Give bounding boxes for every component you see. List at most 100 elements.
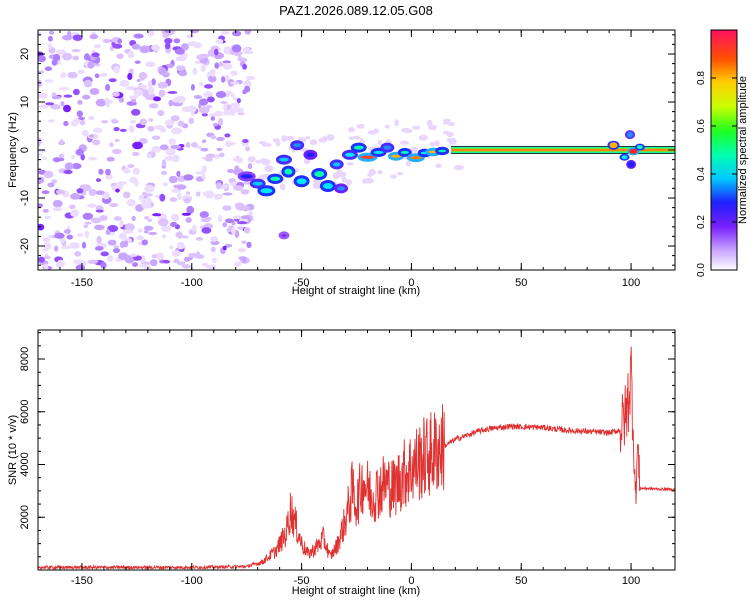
snr-series-line bbox=[38, 346, 675, 570]
noise-blob bbox=[234, 165, 240, 172]
noise-blob bbox=[75, 148, 84, 156]
noise-blob bbox=[138, 194, 144, 202]
signal-halo bbox=[368, 168, 376, 176]
noise-blob bbox=[119, 232, 127, 240]
noise-blob bbox=[224, 243, 233, 248]
noise-blob bbox=[196, 251, 200, 257]
noise-blob bbox=[119, 128, 127, 132]
signal-halo bbox=[447, 122, 455, 127]
noise-blob bbox=[76, 110, 84, 118]
noise-blob bbox=[233, 97, 239, 101]
noise-blob bbox=[195, 237, 203, 241]
noise-blob bbox=[230, 70, 238, 76]
noise-blob bbox=[201, 139, 207, 144]
noise-blob bbox=[152, 213, 162, 217]
noise-blob bbox=[105, 168, 111, 176]
noise-blob bbox=[200, 147, 209, 152]
noise-blob bbox=[203, 91, 214, 98]
x-tick-label: -50 bbox=[294, 277, 310, 289]
noise-blob bbox=[82, 94, 91, 100]
noise-blob bbox=[236, 221, 247, 225]
noise-blob bbox=[127, 50, 135, 59]
noise-blob bbox=[231, 44, 242, 53]
spectrogram-y-axis-label: Frequency (Hz) bbox=[7, 112, 19, 188]
noise-blob bbox=[62, 34, 73, 41]
noise-blob bbox=[95, 190, 105, 196]
noise-blob bbox=[168, 138, 176, 146]
signal-halo bbox=[434, 140, 440, 147]
signal-halo bbox=[443, 121, 449, 125]
noise-blob bbox=[169, 221, 178, 227]
noise-blob bbox=[116, 53, 124, 60]
signal-blob-core bbox=[322, 183, 333, 189]
noise-blob bbox=[132, 262, 139, 267]
noise-blob bbox=[126, 86, 134, 91]
noise-blob bbox=[84, 221, 92, 225]
signal-halo bbox=[448, 137, 457, 145]
noise-blob bbox=[60, 101, 65, 107]
snr-y-axis: 2000 4000 6000 8000 bbox=[19, 332, 675, 571]
x-tick-label: -50 bbox=[294, 575, 310, 587]
disturbance-blob-core bbox=[627, 131, 633, 138]
noise-blob bbox=[115, 188, 120, 193]
noise-blob bbox=[119, 220, 124, 228]
noise-blob bbox=[44, 79, 54, 83]
noise-blob bbox=[177, 192, 182, 201]
noise-blob bbox=[82, 212, 94, 220]
noise-blob bbox=[38, 223, 45, 231]
signal-blob-core bbox=[438, 149, 447, 153]
noise-blob bbox=[193, 95, 202, 99]
y-tick-label: -10 bbox=[19, 190, 31, 206]
noise-blob bbox=[161, 159, 167, 167]
signal-halo bbox=[403, 129, 413, 133]
noise-blob bbox=[245, 75, 255, 81]
x-tick-label: 0 bbox=[408, 575, 414, 587]
noise-blob bbox=[151, 44, 161, 51]
noise-blob bbox=[175, 95, 186, 104]
noise-blob bbox=[200, 64, 206, 72]
signal-halo bbox=[281, 135, 288, 142]
y-tick-label: 0 bbox=[19, 147, 31, 153]
noise-blob bbox=[162, 234, 166, 239]
noise-blob bbox=[224, 133, 231, 138]
noise-blob bbox=[79, 119, 86, 126]
noise-blob bbox=[173, 38, 181, 44]
noise-blob bbox=[169, 197, 178, 202]
noise-blob bbox=[192, 67, 198, 75]
noise-blob bbox=[117, 38, 123, 44]
signal-blob-core bbox=[373, 150, 384, 154]
signal-blob-core bbox=[353, 145, 364, 150]
noise-blob bbox=[63, 169, 73, 175]
spectrogram-signal bbox=[237, 118, 675, 240]
noise-blob bbox=[68, 204, 76, 210]
colorbar-axis: 0.0 0.2 0.4 0.6 0.8 bbox=[696, 71, 737, 277]
signal-halo bbox=[405, 160, 411, 167]
noise-blob bbox=[190, 108, 195, 117]
noise-blob bbox=[95, 209, 104, 213]
signal-halo bbox=[341, 176, 347, 183]
noise-blob bbox=[185, 142, 191, 148]
noise-blob bbox=[151, 135, 161, 140]
signal-blob-core bbox=[252, 181, 263, 186]
noise-blob bbox=[213, 154, 221, 160]
noise-blob bbox=[89, 88, 100, 95]
noise-blob bbox=[104, 98, 110, 103]
noise-blob bbox=[198, 106, 210, 114]
noise-blob bbox=[212, 257, 217, 263]
noise-blob bbox=[165, 147, 176, 156]
snr-y-axis-label: SNR (10 * v/v) bbox=[7, 415, 19, 485]
noise-blob bbox=[169, 30, 176, 35]
noise-blob bbox=[201, 227, 212, 234]
noise-blob bbox=[198, 98, 209, 106]
noise-blob bbox=[113, 216, 122, 221]
y-tick-label: -20 bbox=[19, 238, 31, 254]
signal-halo bbox=[321, 136, 328, 143]
noise-blob bbox=[218, 152, 225, 158]
noise-blob bbox=[248, 211, 254, 216]
noise-blob bbox=[122, 168, 131, 174]
noise-blob bbox=[141, 201, 152, 209]
snr-frame bbox=[37, 329, 676, 571]
noise-blob bbox=[229, 81, 240, 85]
noise-blob bbox=[240, 189, 250, 195]
noise-blob bbox=[244, 30, 251, 35]
